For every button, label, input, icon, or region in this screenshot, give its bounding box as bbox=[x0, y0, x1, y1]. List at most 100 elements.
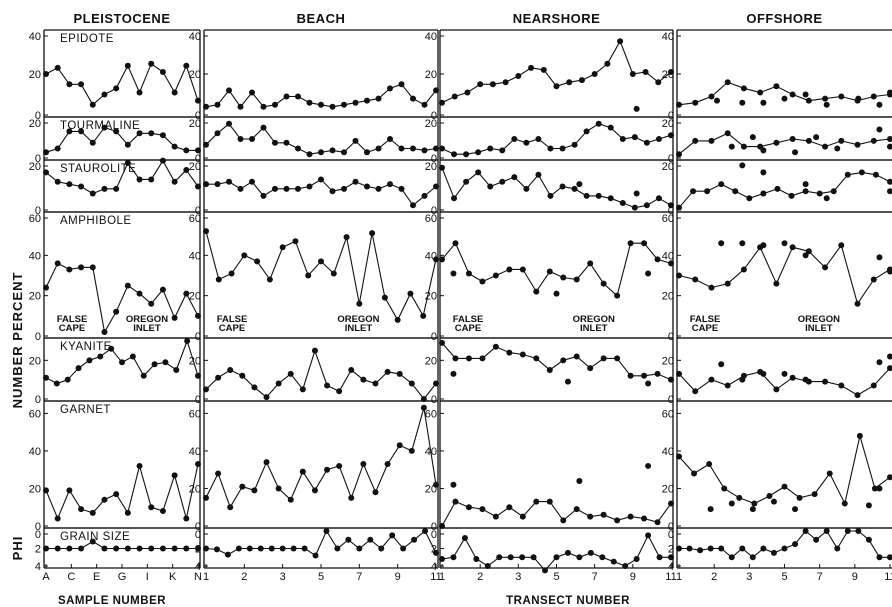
data-point bbox=[451, 195, 458, 202]
data-point bbox=[348, 367, 355, 373]
data-point bbox=[506, 504, 513, 511]
isolated-data-point bbox=[718, 361, 725, 368]
data-point bbox=[66, 81, 73, 88]
data-point bbox=[533, 498, 540, 505]
panel-kyanite: 0 20 bbox=[662, 337, 892, 406]
data-point bbox=[195, 312, 201, 319]
data-point bbox=[830, 188, 837, 195]
data-point bbox=[856, 432, 863, 439]
data-point bbox=[619, 136, 626, 142]
annotation-false-cape: CAPE bbox=[219, 323, 245, 334]
x-axis-label-transect-number: TRANSECT NUMBER bbox=[506, 595, 630, 607]
data-point bbox=[394, 316, 401, 323]
data-point bbox=[530, 554, 537, 561]
data-point bbox=[691, 470, 698, 477]
y-tick-label: 0 bbox=[195, 529, 201, 541]
data-point bbox=[553, 83, 560, 90]
data-point bbox=[692, 388, 699, 395]
data-point bbox=[329, 103, 336, 110]
isolated-data-point bbox=[813, 134, 820, 141]
data-point bbox=[732, 188, 739, 195]
y-tick-label: 0 bbox=[35, 529, 41, 541]
data-point bbox=[318, 176, 324, 183]
y-tick-label: 2 bbox=[35, 544, 41, 556]
column-title: NEARSHORE bbox=[513, 11, 601, 26]
data-point bbox=[774, 185, 781, 192]
data-point bbox=[614, 292, 621, 299]
data-point bbox=[643, 202, 650, 209]
data-point bbox=[183, 167, 190, 174]
data-point bbox=[203, 386, 209, 393]
data-point bbox=[101, 91, 108, 98]
data-point bbox=[101, 545, 108, 552]
data-point bbox=[372, 380, 379, 387]
y-tick-label: 0 bbox=[431, 153, 437, 165]
data-point bbox=[697, 547, 704, 554]
data-point bbox=[159, 286, 166, 293]
data-point bbox=[887, 554, 892, 561]
data-point bbox=[668, 202, 674, 209]
data-point bbox=[805, 97, 812, 104]
data-point bbox=[475, 149, 482, 156]
y-tick-label: 0 bbox=[431, 521, 437, 533]
data-point bbox=[113, 185, 120, 192]
data-point bbox=[668, 500, 674, 507]
data-point bbox=[375, 95, 382, 102]
data-point bbox=[318, 101, 324, 108]
data-point bbox=[641, 240, 648, 247]
data-point bbox=[676, 453, 682, 460]
y-tick-label: 0 bbox=[668, 153, 674, 165]
data-point bbox=[78, 506, 85, 513]
data-point bbox=[452, 240, 459, 247]
data-point bbox=[766, 492, 773, 499]
data-point bbox=[841, 500, 848, 507]
y-tick-label: 40 bbox=[189, 31, 201, 43]
data-point bbox=[129, 353, 136, 360]
data-point bbox=[78, 264, 85, 271]
y-tick-label: 40 bbox=[189, 250, 201, 262]
data-point bbox=[546, 367, 553, 373]
data-point bbox=[148, 176, 155, 183]
annotation-false-cape: CAPE bbox=[455, 323, 481, 334]
data-point bbox=[299, 386, 306, 393]
data-point bbox=[113, 85, 120, 92]
data-point bbox=[668, 132, 674, 139]
y-tick-label: 20 bbox=[662, 291, 674, 303]
y-tick-label: 40 bbox=[662, 446, 674, 458]
data-point bbox=[773, 280, 780, 287]
panel-tourmaline: 020 TOURMALINE bbox=[29, 116, 201, 165]
data-point bbox=[587, 513, 594, 520]
data-point bbox=[66, 487, 73, 494]
data-point bbox=[89, 190, 96, 197]
isolated-data-point bbox=[802, 252, 809, 259]
data-point bbox=[396, 370, 403, 377]
data-point bbox=[463, 178, 470, 185]
data-point bbox=[203, 494, 209, 501]
y-tick-label: 40 bbox=[189, 446, 201, 458]
data-point bbox=[607, 124, 614, 131]
data-point bbox=[241, 252, 248, 259]
data-point bbox=[260, 124, 267, 131]
data-point bbox=[136, 89, 143, 96]
data-point bbox=[631, 204, 638, 211]
data-point bbox=[287, 496, 294, 503]
data-point bbox=[108, 345, 115, 352]
isolated-data-point bbox=[823, 195, 830, 202]
data-point bbox=[760, 545, 767, 552]
y-tick-label: 20 bbox=[189, 161, 201, 173]
data-point bbox=[433, 145, 439, 152]
data-point bbox=[159, 68, 166, 75]
data-point bbox=[136, 462, 143, 469]
data-point bbox=[410, 145, 416, 152]
data-point bbox=[421, 101, 428, 108]
isolated-data-point bbox=[450, 370, 457, 377]
x-tick-label: 1 bbox=[676, 571, 682, 583]
isolated-data-point bbox=[770, 498, 777, 505]
y-tick-label: 20 bbox=[29, 161, 41, 173]
y-tick-label: 20 bbox=[662, 118, 674, 130]
y-tick-label: 40 bbox=[662, 31, 674, 43]
data-point bbox=[410, 95, 416, 102]
data-point bbox=[655, 136, 662, 142]
data-point bbox=[439, 256, 445, 263]
data-point bbox=[838, 137, 845, 144]
